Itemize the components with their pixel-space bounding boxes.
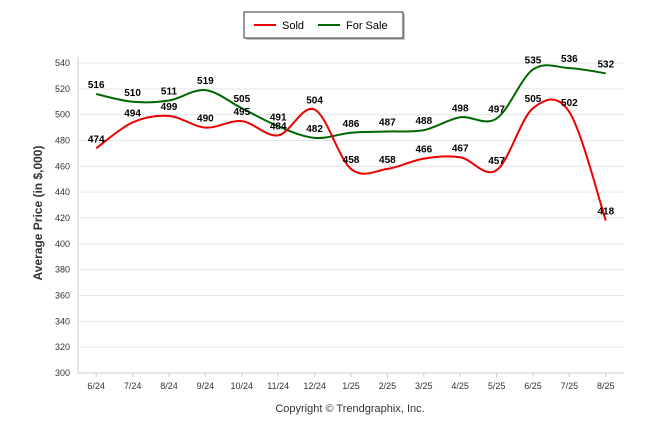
x-tick-label: 1/25 bbox=[342, 381, 360, 391]
data-label-sold: 474 bbox=[88, 134, 105, 145]
y-tick-label: 540 bbox=[55, 58, 70, 68]
grid-lines bbox=[78, 62, 624, 374]
y-axis-label: Average Price (in $,000) bbox=[31, 146, 45, 281]
y-tick-label: 420 bbox=[55, 213, 70, 223]
x-tick-label: 2/25 bbox=[379, 381, 397, 391]
x-tick-label: 11/24 bbox=[267, 381, 289, 391]
data-label-sold: 484 bbox=[270, 121, 287, 132]
data-label-sold: 490 bbox=[197, 114, 214, 125]
x-tick-label: 10/24 bbox=[231, 381, 254, 391]
x-tick-label: 3/25 bbox=[415, 381, 433, 391]
x-tick-label: 7/25 bbox=[561, 381, 579, 391]
x-tick-label: 12/24 bbox=[303, 381, 326, 391]
y-tick-label: 360 bbox=[55, 291, 70, 301]
data-label-sold: 458 bbox=[343, 155, 360, 166]
y-tick-label: 520 bbox=[55, 84, 70, 94]
x-tick-label: 8/24 bbox=[160, 381, 178, 391]
y-tick-label: 500 bbox=[55, 110, 70, 120]
data-label-sold: 495 bbox=[233, 107, 250, 118]
x-tick-label: 8/25 bbox=[597, 381, 615, 391]
x-tick-label: 6/24 bbox=[87, 381, 105, 391]
series-lines bbox=[95, 64, 607, 221]
data-label-sold: 458 bbox=[379, 155, 396, 166]
data-label-sold: 494 bbox=[124, 108, 141, 119]
data-label-for-sale: 498 bbox=[452, 103, 469, 114]
y-tick-label: 440 bbox=[55, 187, 70, 197]
data-label-for-sale: 510 bbox=[124, 88, 141, 99]
data-label-for-sale: 491 bbox=[270, 112, 287, 123]
x-tick-label: 5/25 bbox=[488, 381, 506, 391]
data-label-for-sale: 535 bbox=[525, 55, 542, 66]
data-label-for-sale: 511 bbox=[161, 86, 178, 97]
x-tick-label: 9/24 bbox=[197, 381, 215, 391]
series-line-for-sale bbox=[95, 64, 606, 140]
data-label-sold: 466 bbox=[415, 145, 432, 156]
y-tick-label: 380 bbox=[55, 265, 70, 275]
data-label-for-sale: 519 bbox=[197, 76, 214, 87]
y-tick-label: 460 bbox=[55, 161, 70, 171]
x-tick-label: 4/25 bbox=[451, 381, 469, 391]
data-label-for-sale: 487 bbox=[379, 117, 396, 128]
data-label-sold: 499 bbox=[161, 102, 178, 113]
data-label-for-sale: 488 bbox=[415, 116, 432, 127]
data-labels: 474 494 499 490 495 484 504 458 458 466 467 457 505 5… bbox=[88, 54, 615, 217]
legend-forsale-label: For Sale bbox=[346, 20, 388, 32]
data-label-for-sale: 536 bbox=[561, 54, 578, 65]
y-tick-label: 400 bbox=[55, 239, 70, 249]
data-label-sold: 457 bbox=[488, 156, 505, 167]
data-label-sold: 418 bbox=[597, 207, 614, 218]
data-label-for-sale: 532 bbox=[597, 59, 614, 70]
data-label-sold: 467 bbox=[452, 143, 469, 154]
data-label-for-sale: 505 bbox=[233, 94, 250, 105]
y-tick-label: 480 bbox=[55, 136, 70, 146]
legend[interactable]: Sold For Sale bbox=[243, 11, 405, 40]
data-label-for-sale: 486 bbox=[343, 119, 360, 130]
series-line-sold bbox=[95, 98, 607, 221]
data-label-sold: 502 bbox=[561, 98, 578, 109]
data-label-sold: 504 bbox=[306, 96, 323, 107]
data-label-sold: 505 bbox=[525, 94, 542, 105]
y-tick-label: 340 bbox=[55, 316, 70, 326]
x-tick-label: 7/24 bbox=[124, 381, 142, 391]
copyright-credit: Copyright © Trendgraphix, Inc. bbox=[275, 403, 424, 415]
y-tick-label: 300 bbox=[55, 368, 70, 378]
data-label-for-sale: 516 bbox=[88, 80, 105, 91]
legend-sold-label: Sold bbox=[282, 20, 304, 32]
x-tick-label: 6/25 bbox=[524, 381, 542, 391]
axes: 300 320 340 360 380 400 420 440 460 480 500 520 540 6… bbox=[55, 57, 624, 391]
data-label-for-sale: 482 bbox=[306, 124, 323, 135]
y-tick-label: 320 bbox=[55, 342, 70, 352]
data-label-for-sale: 497 bbox=[488, 105, 505, 116]
